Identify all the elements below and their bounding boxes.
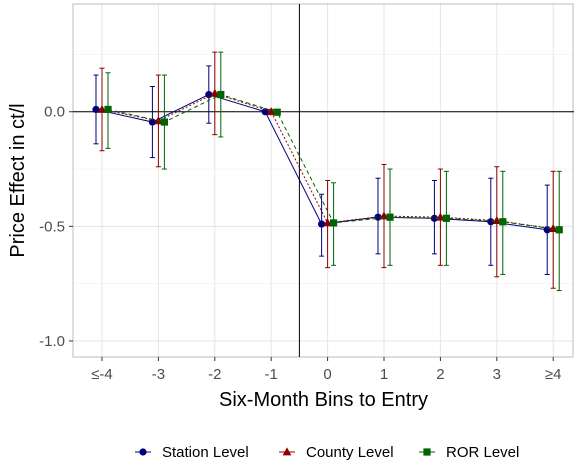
- data-point: [379, 211, 389, 220]
- panel-border: [72, 3, 574, 358]
- legend-label: Station Level: [162, 444, 249, 461]
- series-2: [104, 51, 563, 292]
- y-tick-label: -1.0: [39, 333, 65, 350]
- data-point: [543, 226, 551, 234]
- data-point: [499, 218, 507, 226]
- data-point: [555, 226, 563, 234]
- y-tick-label: -0.5: [39, 218, 65, 235]
- legend: Station Level County Level ROR Level: [135, 444, 519, 461]
- data-point: [330, 219, 338, 227]
- x-tick-label: 0: [323, 366, 331, 383]
- data-point: [261, 108, 269, 116]
- data-point: [487, 218, 495, 226]
- data-point: [442, 214, 450, 222]
- legend-item: County Level: [279, 444, 394, 461]
- x-tick-label: ≥4: [545, 366, 562, 383]
- series-layer: [92, 51, 563, 292]
- x-tick-label: -3: [152, 366, 165, 383]
- legend-item: Station Level: [135, 444, 249, 461]
- x-tick-label: 2: [436, 366, 444, 383]
- legend-key-marker: [423, 448, 431, 456]
- x-axis-title: Six-Month Bins to Entry: [219, 389, 428, 411]
- data-point: [273, 108, 281, 116]
- x-tick-label: -1: [265, 366, 278, 383]
- data-point: [205, 90, 213, 99]
- data-point: [318, 220, 326, 228]
- y-axis: -1.0 -0.5 0.0: [39, 104, 73, 350]
- y-axis-title: Price Effect in ct/l: [7, 103, 29, 257]
- data-point: [386, 213, 394, 221]
- data-point: [92, 105, 100, 114]
- data-point: [266, 107, 276, 116]
- y-tick-label: 0.0: [44, 104, 65, 121]
- x-tick-label: 3: [493, 366, 501, 383]
- legend-label: County Level: [306, 444, 394, 461]
- legend-key-marker: [282, 447, 292, 456]
- legend-item: ROR Level: [419, 444, 519, 461]
- data-point: [160, 118, 168, 126]
- data-point: [97, 104, 107, 113]
- x-axis: ≤-4 -3 -2 -1 0 1 2 3 ≥4: [91, 357, 561, 383]
- x-tick-label: ≤-4: [91, 366, 113, 383]
- data-point: [548, 224, 558, 233]
- data-point: [104, 105, 112, 114]
- legend-label: ROR Level: [446, 444, 519, 461]
- data-point: [210, 88, 220, 97]
- x-tick-label: 1: [380, 366, 388, 383]
- series-0: [92, 65, 551, 275]
- data-point: [217, 90, 225, 99]
- legend-key-marker: [139, 448, 147, 456]
- data-point: [323, 218, 332, 227]
- x-tick-label: -2: [208, 366, 221, 383]
